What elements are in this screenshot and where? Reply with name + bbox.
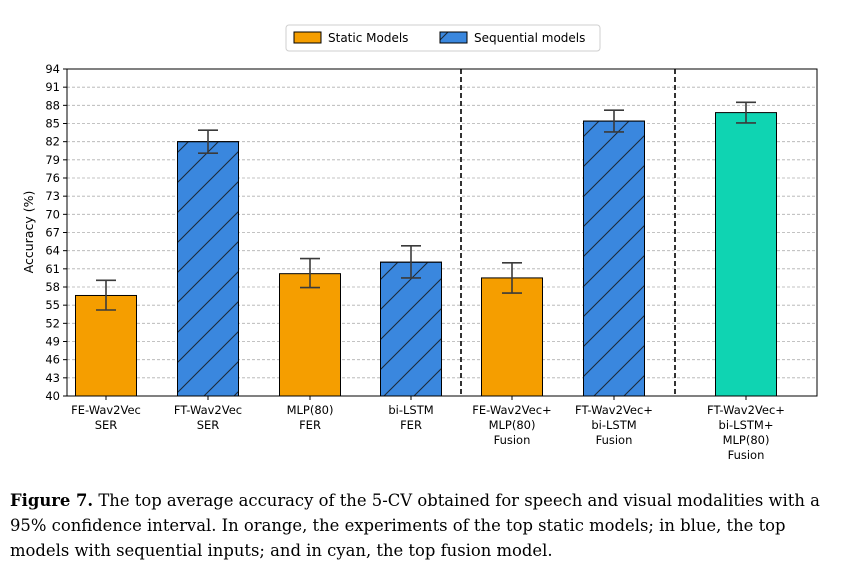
legend: Static Models Sequential models <box>285 24 601 52</box>
y-tick-label: 52 <box>45 316 60 330</box>
bar <box>279 273 341 397</box>
y-tick-label: 88 <box>45 98 60 112</box>
y-tick-label: 85 <box>45 117 60 131</box>
x-tick-label: FT-Wav2Vec SER <box>174 403 242 432</box>
y-tick-label: 61 <box>45 262 60 276</box>
y-tick-label: 73 <box>45 189 60 203</box>
bar-hatch <box>380 261 442 397</box>
legend-swatch <box>293 31 322 44</box>
y-tick-label: 58 <box>45 280 60 294</box>
x-tick-label: FT-Wav2Vec+ bi-LSTM Fusion <box>575 403 653 447</box>
y-tick-label: 49 <box>45 335 60 349</box>
y-tick-label: 67 <box>45 226 60 240</box>
figure-caption: Figure 7. The top average accuracy of th… <box>10 488 848 563</box>
bar <box>715 112 777 397</box>
y-tick-label: 40 <box>45 389 60 403</box>
group-separators <box>460 69 676 396</box>
caption-text: The top average accuracy of the 5-CV obt… <box>10 491 820 560</box>
legend-label: Static Models <box>328 31 408 45</box>
y-axis-label: Accuracy (%) <box>21 191 36 274</box>
x-tick-label: MLP(80) FER <box>287 403 334 432</box>
y-tick-label: 70 <box>45 207 60 221</box>
error-bars <box>96 101 756 311</box>
y-tick-label: 94 <box>45 62 60 76</box>
y-tick-label: 76 <box>45 171 60 185</box>
x-tick-label: bi-LSTM FER <box>388 403 433 432</box>
legend-label: Sequential models <box>474 31 585 45</box>
bars <box>75 112 777 397</box>
bar-hatch <box>583 120 645 397</box>
x-axis-labels: FE-Wav2Vec SER FT-Wav2Vec SER MLP(80) FER bi-L… <box>71 396 785 462</box>
x-tick-label: FE-Wav2Vec+ MLP(80) Fusion <box>472 403 551 447</box>
legend-swatch-hatch <box>439 31 468 44</box>
y-tick-label: 46 <box>45 353 60 367</box>
x-tick-label: FE-Wav2Vec SER <box>71 403 141 432</box>
y-tick-label: 91 <box>45 80 60 94</box>
bar <box>75 294 137 397</box>
bar <box>481 277 543 397</box>
y-tick-label: 55 <box>45 298 60 312</box>
y-tick-label: 79 <box>45 153 60 167</box>
y-tick-label: 64 <box>45 244 60 258</box>
caption-label: Figure 7. <box>10 491 94 510</box>
bar-hatch <box>177 141 239 397</box>
y-tick-label: 43 <box>45 371 60 385</box>
y-axis-ticks: 40 43 46 49 52 55 58 61 64 67 70 73 76 79 82 85 88 91 94 <box>45 62 67 403</box>
x-tick-label: FT-Wav2Vec+ bi-LSTM+ MLP(80) Fusion <box>707 403 785 462</box>
y-tick-label: 82 <box>45 135 60 149</box>
